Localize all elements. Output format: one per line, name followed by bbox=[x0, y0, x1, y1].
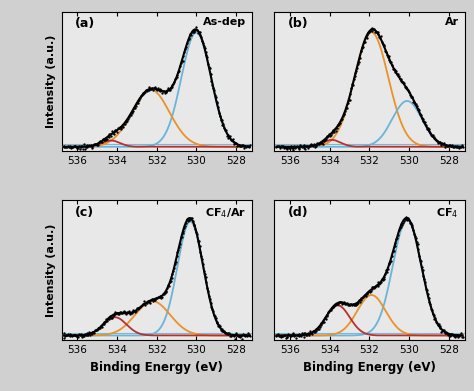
Text: (b): (b) bbox=[288, 17, 309, 30]
Text: CF$_4$: CF$_4$ bbox=[437, 206, 459, 220]
Text: (d): (d) bbox=[288, 206, 309, 219]
Text: As-dep: As-dep bbox=[203, 17, 246, 27]
Text: (a): (a) bbox=[75, 17, 95, 30]
Text: (c): (c) bbox=[75, 206, 94, 219]
X-axis label: Binding Energy (eV): Binding Energy (eV) bbox=[303, 361, 436, 373]
Text: Ar: Ar bbox=[445, 17, 459, 27]
Text: CF$_4$/Ar: CF$_4$/Ar bbox=[205, 206, 246, 220]
Y-axis label: Intensity (a.u.): Intensity (a.u.) bbox=[46, 35, 56, 128]
X-axis label: Binding Energy (eV): Binding Energy (eV) bbox=[90, 361, 223, 373]
Y-axis label: Intensity (a.u.): Intensity (a.u.) bbox=[46, 224, 56, 317]
